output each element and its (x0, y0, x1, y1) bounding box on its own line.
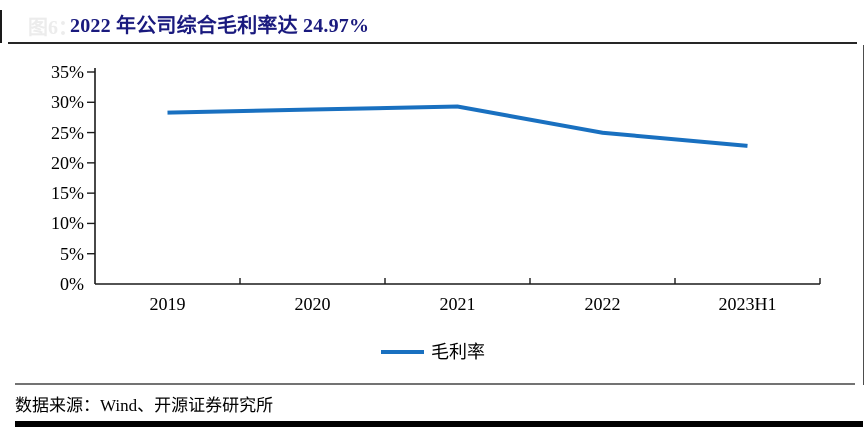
chart-legend: 毛利率 (0, 341, 866, 363)
left-border-line (0, 10, 2, 43)
bottom-thick-bar (15, 421, 863, 427)
right-border-line (863, 45, 864, 385)
title-divider-rule (8, 42, 857, 44)
legend-series-label: 毛利率 (431, 342, 485, 362)
figure-number-label: 图6： (28, 17, 78, 39)
y-axis-tick-label: 25% (51, 122, 84, 143)
source-divider-rule (15, 383, 855, 385)
x-axis-tick-label: 2021 (439, 294, 476, 314)
data-source-text: 数据来源：Wind、开源证券研究所 (15, 396, 274, 415)
y-axis-tick-label: 30% (51, 92, 84, 113)
y-axis-tick-label: 10% (51, 213, 84, 234)
x-axis-tick-label: 2023H1 (718, 294, 777, 314)
legend-line-swatch (381, 350, 424, 354)
y-axis-tick-label: 0% (60, 274, 84, 294)
y-axis-tick-label: 15% (51, 183, 84, 204)
x-axis-tick-label: 2022 (584, 294, 621, 314)
x-axis-tick-label: 2019 (149, 294, 186, 314)
y-axis-tick-label: 35% (51, 62, 84, 82)
y-axis-tick-label: 5% (60, 243, 84, 264)
chart-title: 2022 年公司综合毛利率达 24.97% (70, 15, 370, 37)
x-axis-tick-label: 2020 (294, 294, 331, 314)
y-axis-tick-label: 20% (51, 152, 84, 173)
gross-margin-series-line (167, 104, 748, 148)
